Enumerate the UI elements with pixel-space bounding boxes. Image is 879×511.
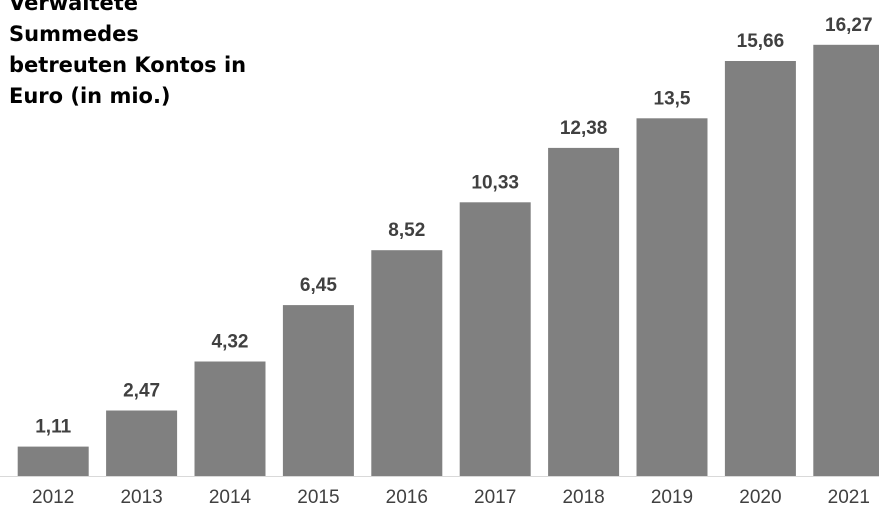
bar-2015 bbox=[282, 305, 354, 476]
bar-2021 bbox=[813, 44, 879, 477]
chart-title: Verwaltete Summedes betreuten Kontos in … bbox=[9, 0, 247, 108]
x-tick-label-2020: 2020 bbox=[739, 487, 781, 508]
bar-value-label-2015: 6,45 bbox=[300, 275, 337, 296]
x-tick-label-2019: 2019 bbox=[651, 487, 693, 508]
x-tick-label-2013: 2013 bbox=[120, 487, 162, 508]
bar-2018 bbox=[548, 147, 620, 476]
bar-value-label-2016: 8,52 bbox=[388, 220, 425, 241]
bar-2014 bbox=[194, 361, 266, 476]
bar-value-label-2017: 10,33 bbox=[471, 172, 519, 193]
bar-value-label-2014: 4,32 bbox=[212, 332, 249, 353]
x-tick-label-2012: 2012 bbox=[32, 487, 74, 508]
bar-value-label-2018: 12,38 bbox=[560, 118, 608, 139]
x-tick-label-2016: 2016 bbox=[386, 487, 428, 508]
x-tick-label-2021: 2021 bbox=[828, 487, 870, 508]
bar-value-label-2020: 15,66 bbox=[737, 31, 785, 52]
bar-2019 bbox=[636, 118, 708, 477]
bar-2020 bbox=[724, 61, 796, 476]
bar-2013 bbox=[106, 410, 178, 476]
bar-value-label-2012: 1,11 bbox=[35, 417, 71, 438]
x-tick-label-2015: 2015 bbox=[297, 487, 339, 508]
x-tick-labels-group: 2012 2013 2014 2015 2016 2017 2018 2019 2020 2021 bbox=[32, 487, 870, 508]
bar-2016 bbox=[371, 250, 443, 476]
bar-2017 bbox=[459, 202, 531, 477]
bar-value-label-2021: 16,27 bbox=[825, 15, 873, 36]
bar-value-label-2019: 13,5 bbox=[654, 88, 691, 109]
x-tick-label-2018: 2018 bbox=[562, 487, 604, 508]
bar-labels-group: 1,11 2,47 4,32 6,45 8,52 10,33 12,38 13,5 15,66 1… bbox=[35, 15, 872, 438]
bar-2012 bbox=[17, 446, 89, 476]
x-tick-label-2017: 2017 bbox=[474, 487, 516, 508]
bars-group bbox=[17, 44, 879, 477]
x-tick-label-2014: 2014 bbox=[209, 487, 252, 508]
bar-value-label-2013: 2,47 bbox=[123, 381, 160, 402]
